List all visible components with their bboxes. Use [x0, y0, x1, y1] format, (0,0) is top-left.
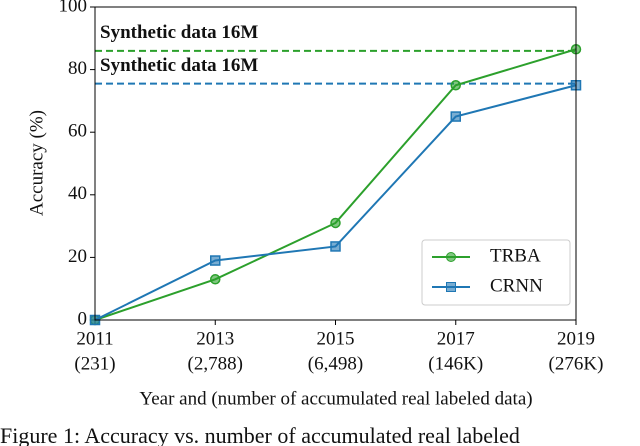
legend-label: CRNN — [490, 275, 543, 296]
legend-marker — [446, 282, 456, 292]
x-tick-count: (231) — [74, 353, 115, 374]
marker — [330, 217, 341, 229]
x-tick-label: 2019 — [557, 328, 595, 349]
plot-frame — [94, 6, 577, 321]
legend-label: TRBA — [490, 245, 541, 266]
x-tick-label: 2013 — [196, 328, 234, 349]
marker — [450, 111, 461, 122]
marker — [450, 80, 461, 91]
y-tick-label: 100 — [59, 0, 88, 16]
y-tick-label: 0 — [78, 308, 88, 329]
x-tick-label: 2011 — [76, 328, 113, 349]
marker — [330, 241, 341, 252]
y-axis-label: Accuracy (%) — [26, 110, 47, 216]
marker — [210, 274, 221, 285]
reference-label: Synthetic data 16M — [100, 22, 258, 43]
x-tick-count: (2,788) — [188, 353, 243, 374]
y-tick-label: 40 — [68, 183, 87, 204]
x-tick-count: (146K) — [428, 353, 483, 374]
x-tick-count: (6,498) — [308, 353, 363, 374]
y-tick-label: 20 — [68, 246, 87, 267]
x-tick-label: 2015 — [317, 328, 355, 349]
x-axis-label: Year and (number of accumulated real lab… — [139, 388, 532, 409]
caption: Figure 1: Accuracy vs. number of accumul… — [0, 423, 520, 446]
y-tick-label: 60 — [68, 121, 87, 142]
legend-marker — [446, 252, 456, 262]
marker — [210, 255, 221, 266]
reference-label: Synthetic data 16M — [100, 55, 258, 76]
y-tick-label: 80 — [68, 58, 87, 79]
x-tick-count: (276K) — [549, 353, 604, 374]
x-tick-label: 2017 — [437, 328, 475, 349]
